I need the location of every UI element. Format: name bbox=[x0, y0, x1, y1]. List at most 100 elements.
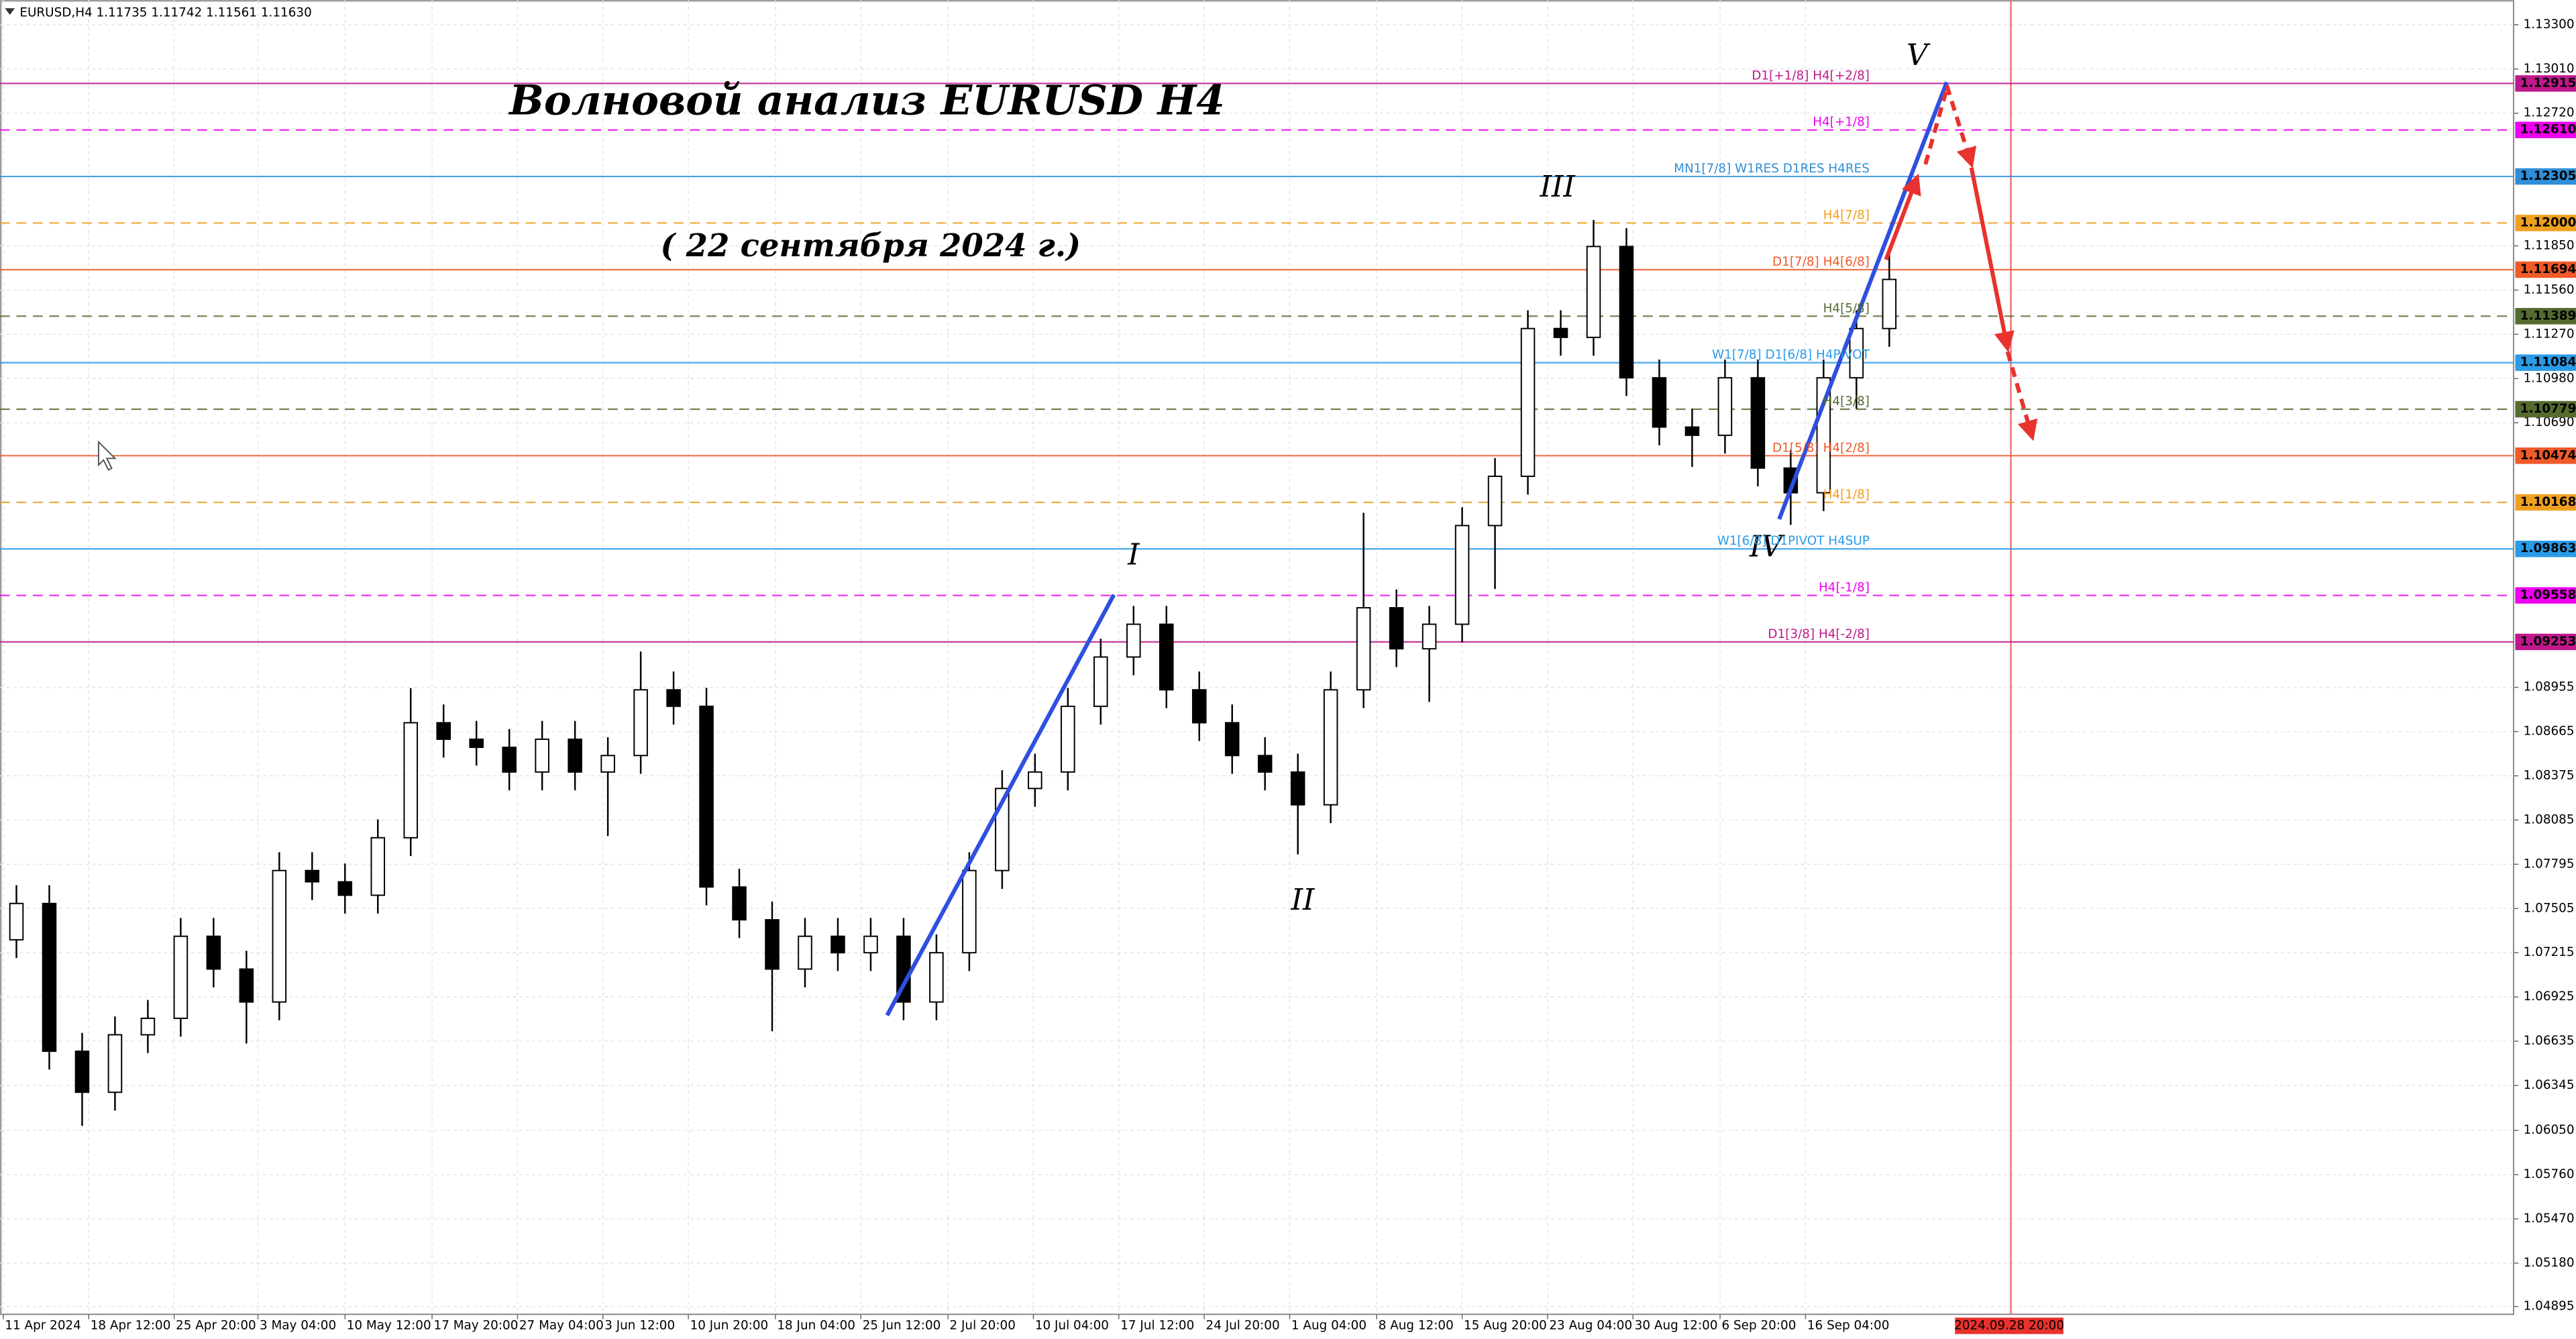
y-tick-label: 1.10980 bbox=[2524, 371, 2575, 385]
candle-body bbox=[830, 935, 845, 954]
level-price-box bbox=[2515, 400, 2576, 418]
level-price-box bbox=[2515, 587, 2576, 604]
x-tick-label: 2 Jul 20:00 bbox=[950, 1318, 1016, 1332]
candle-body bbox=[1520, 327, 1536, 477]
candle-body bbox=[929, 952, 944, 1003]
candle-body bbox=[600, 755, 615, 773]
x-tick-label: 17 May 20:00 bbox=[434, 1318, 519, 1332]
candle-body bbox=[272, 869, 287, 1003]
level-label: H4[-1/8] bbox=[1819, 581, 1870, 595]
wave-label: V bbox=[1907, 38, 1931, 72]
level-price-box bbox=[2515, 121, 2576, 138]
wave-label: III bbox=[1540, 170, 1576, 204]
candle-body bbox=[1061, 705, 1075, 773]
candle-body bbox=[732, 886, 747, 921]
level-price-label: 1.12000 bbox=[2520, 215, 2576, 229]
level-price-box bbox=[2515, 354, 2576, 371]
x-tick-label: 24 Jul 20:00 bbox=[1206, 1318, 1280, 1332]
level-price-box bbox=[2515, 308, 2576, 325]
chart-title: Волновой анализ EURUSD H4 bbox=[508, 76, 1225, 124]
mouse-cursor bbox=[97, 440, 117, 471]
wave-label: IV bbox=[1749, 530, 1785, 564]
x-tick-label: 15 Aug 20:00 bbox=[1464, 1318, 1547, 1332]
x-tick-label: 11 Apr 2024 bbox=[5, 1318, 81, 1332]
time-cursor-label: 2024.09.28 20:00 bbox=[1954, 1318, 2064, 1332]
x-tick-label: 27 May 04:00 bbox=[519, 1318, 604, 1332]
level-label: D1[3/8] H4[-2/8] bbox=[1768, 627, 1870, 641]
x-tick-label: 17 Jul 12:00 bbox=[1120, 1318, 1194, 1332]
y-tick-label: 1.05760 bbox=[2524, 1167, 2575, 1181]
level-label: W1[6/8] D1PIVOT H4SUP bbox=[1717, 534, 1870, 548]
level-price-box bbox=[2515, 494, 2576, 511]
x-tick-label: 18 Apr 12:00 bbox=[91, 1318, 171, 1332]
x-tick-label: 18 Jun 04:00 bbox=[777, 1318, 855, 1332]
candle-body bbox=[74, 1051, 90, 1093]
forecast-arrow bbox=[1923, 88, 1949, 165]
candle-body bbox=[1191, 689, 1207, 724]
forecast-arrow bbox=[1969, 167, 2015, 353]
candle-body bbox=[568, 738, 582, 773]
level-price-label: 1.10779 bbox=[2520, 402, 2576, 416]
menu-arrow[interactable] bbox=[5, 8, 15, 15]
level-label: W1[7/8] D1[6/8] H4PIVOT bbox=[1712, 348, 1870, 362]
y-tick-label: 1.08375 bbox=[2524, 769, 2575, 783]
candle-body bbox=[469, 738, 484, 748]
level-label: H4[7/8] bbox=[1823, 208, 1870, 222]
chart-subtitle: ( 22 сентября 2024 г.) bbox=[660, 227, 1081, 264]
y-tick-label: 1.08665 bbox=[2524, 725, 2575, 739]
level-price-box bbox=[2515, 261, 2576, 278]
level-price-label: 1.10474 bbox=[2520, 448, 2576, 462]
candle-body bbox=[140, 1017, 156, 1036]
y-tick-label: 1.12720 bbox=[2524, 106, 2575, 120]
candle-body bbox=[1684, 426, 1700, 436]
candle-body bbox=[1389, 606, 1404, 650]
wave-drawing bbox=[885, 81, 2038, 1016]
y-tick-label: 1.06050 bbox=[2524, 1123, 2575, 1137]
candle-body bbox=[502, 747, 517, 773]
candle-body bbox=[699, 705, 714, 888]
candle-body bbox=[1882, 278, 1897, 329]
level-price-label: 1.11694 bbox=[2520, 262, 2576, 276]
levels bbox=[0, 0, 2514, 1315]
candle-body bbox=[1454, 525, 1470, 625]
level-price-label: 1.09558 bbox=[2520, 588, 2576, 602]
candle-body bbox=[1224, 722, 1240, 757]
candle-body bbox=[1619, 246, 1634, 379]
level-price-label: 1.09253 bbox=[2520, 635, 2576, 649]
x-tick-label: 6 Sep 20:00 bbox=[1722, 1318, 1796, 1332]
level-price-label: 1.12915 bbox=[2520, 76, 2576, 90]
candle-body bbox=[1487, 476, 1503, 527]
candle-body bbox=[962, 869, 977, 954]
candle-body bbox=[436, 722, 451, 740]
y-tick-label: 1.05470 bbox=[2524, 1212, 2575, 1226]
y-tick-label: 1.06635 bbox=[2524, 1034, 2575, 1048]
x-tick-label: 10 May 12:00 bbox=[347, 1318, 431, 1332]
candle-body bbox=[239, 968, 254, 1003]
candle-body bbox=[1553, 327, 1568, 338]
candle-body bbox=[1159, 623, 1174, 691]
level-price-label: 1.09863 bbox=[2520, 541, 2576, 555]
x-tick-label: 30 Aug 12:00 bbox=[1635, 1318, 1718, 1332]
y-tick-label: 1.10690 bbox=[2524, 415, 2575, 429]
level-price-label: 1.10168 bbox=[2520, 495, 2576, 509]
level-price-label: 1.11084 bbox=[2520, 356, 2576, 370]
y-tick-label: 1.11850 bbox=[2524, 239, 2575, 253]
x-tick-label: 10 Jun 20:00 bbox=[690, 1318, 769, 1332]
wave-label: I bbox=[1127, 538, 1140, 572]
x-tick-label: 3 May 04:00 bbox=[260, 1318, 336, 1332]
candle-body bbox=[173, 935, 189, 1019]
candle-body bbox=[9, 902, 24, 941]
candle-body bbox=[337, 881, 353, 896]
candle-body bbox=[633, 689, 648, 757]
candle-body bbox=[666, 689, 681, 707]
level-label: D1[5/8] H4[2/8] bbox=[1772, 441, 1870, 455]
level-price-box bbox=[2515, 168, 2576, 185]
level-price-box bbox=[2515, 633, 2576, 651]
wave-line bbox=[885, 594, 1116, 1016]
level-price-label: 1.12305 bbox=[2520, 169, 2576, 183]
y-tick-label: 1.13300 bbox=[2524, 17, 2575, 32]
candles bbox=[9, 219, 1897, 1126]
candle-body bbox=[1849, 327, 1864, 379]
candle-body bbox=[42, 902, 57, 1053]
